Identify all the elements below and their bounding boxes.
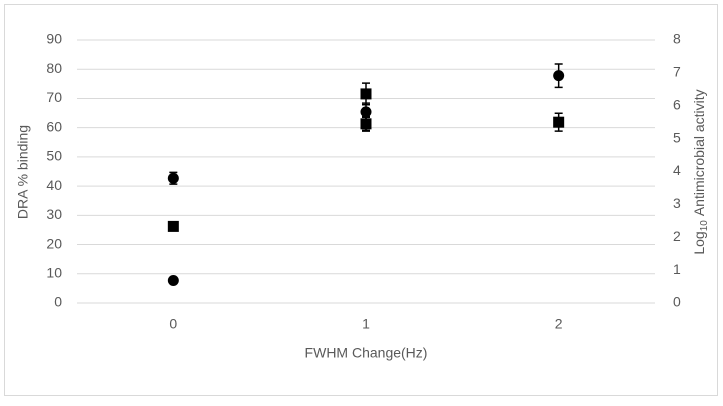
chart-border xyxy=(4,4,718,396)
y2-title-part: Antimicrobial activity xyxy=(691,89,707,216)
y-tick-label: 40 xyxy=(46,177,62,193)
y-tick-label: 10 xyxy=(46,264,62,280)
marker xyxy=(553,116,565,128)
x-tick-label: 0 xyxy=(169,316,177,332)
y-tick-label: 70 xyxy=(46,89,62,105)
x-tick-label: 1 xyxy=(362,316,370,332)
marker xyxy=(167,172,179,184)
y2-tick-label: 4 xyxy=(673,162,681,178)
y2-tick-label: 3 xyxy=(673,195,681,211)
y-tick-label: 90 xyxy=(46,31,62,47)
y-tick-label: 0 xyxy=(54,294,62,310)
marker xyxy=(360,88,372,100)
y-tick-label: 20 xyxy=(46,235,62,251)
y-tick-label: 30 xyxy=(46,206,62,222)
y2-tick-label: 1 xyxy=(673,261,681,277)
y2-tick-label: 0 xyxy=(673,294,681,310)
marker xyxy=(167,274,179,286)
marker xyxy=(360,118,372,130)
y2-tick-label: 8 xyxy=(673,31,681,47)
y-tick-label: 80 xyxy=(46,60,62,76)
y2-title-part: Log xyxy=(691,231,707,254)
y2-title-part: 10 xyxy=(699,220,710,232)
y-tick-label: 50 xyxy=(46,148,62,164)
y2-tick-label: 5 xyxy=(673,129,681,145)
marker xyxy=(553,70,565,82)
y-axis-title: DRA % binding xyxy=(15,125,31,219)
y2-tick-label: 2 xyxy=(673,228,681,244)
y2-tick-label: 6 xyxy=(673,96,681,112)
marker xyxy=(167,220,179,232)
y2-axis-title: Log10 Antimicrobial activity xyxy=(691,89,710,254)
y2-tick-label: 7 xyxy=(673,64,681,80)
marker xyxy=(360,106,372,118)
y-tick-label: 60 xyxy=(46,118,62,134)
x-tick-label: 2 xyxy=(555,316,563,332)
x-axis-title: FWHM Change(Hz) xyxy=(305,345,428,361)
